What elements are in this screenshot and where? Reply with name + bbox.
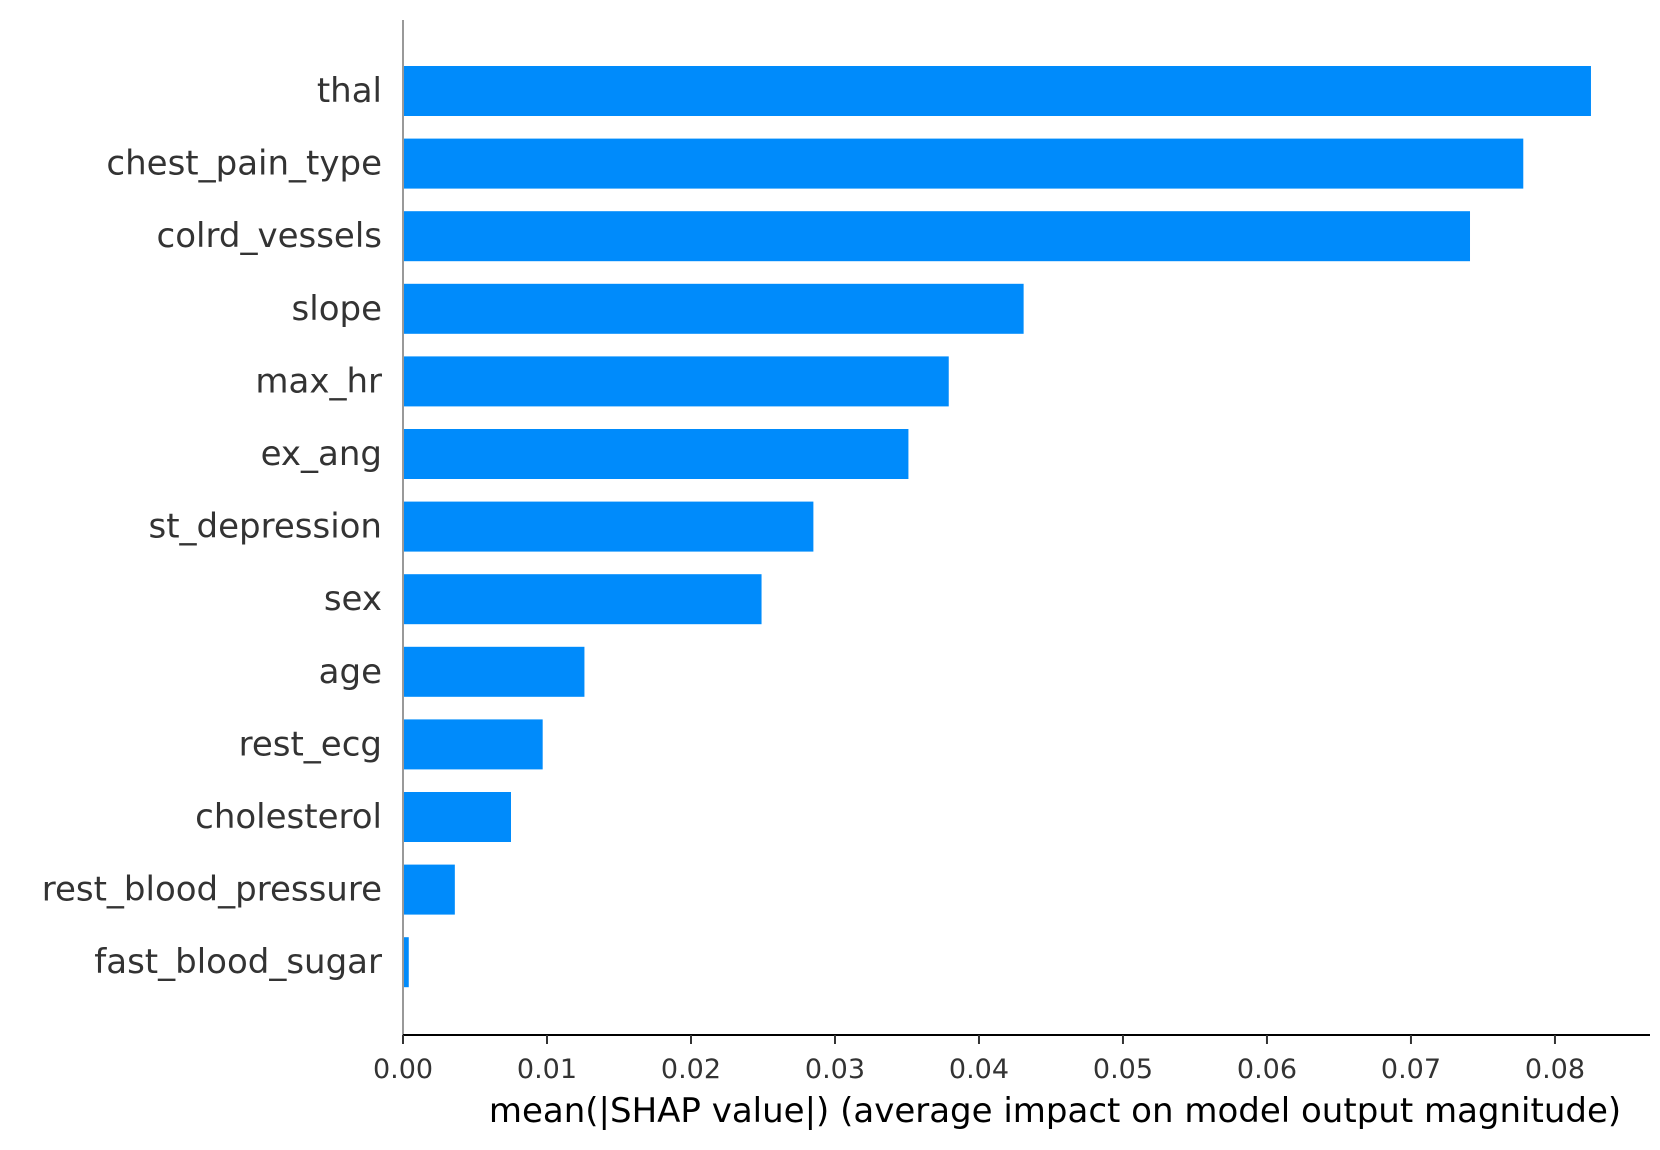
category-label-colrd-vessels: colrd_vessels xyxy=(157,216,382,256)
bar-rest-blood-pressure xyxy=(403,864,455,915)
bar-chest-pain-type xyxy=(403,138,1524,189)
x-tick-label: 0.04 xyxy=(949,1054,1009,1085)
x-axis-label: mean(|SHAP value|) (average impact on mo… xyxy=(489,1091,1621,1131)
category-label-thal: thal xyxy=(317,71,382,111)
x-tick-label: 0.08 xyxy=(1525,1054,1585,1085)
bar-rest-ecg xyxy=(403,719,543,770)
x-ticks: 0.00 0.01 0.02 0.03 0.04 0.05 0.06 0.07 0.08 xyxy=(373,1035,1585,1085)
bar-age xyxy=(403,646,585,697)
bar-cholesterol xyxy=(403,792,511,842)
x-tick-label: 0.00 xyxy=(373,1054,433,1085)
category-label-rest-blood-pressure: rest_blood_pressure xyxy=(42,870,382,910)
category-label-slope: slope xyxy=(292,289,382,329)
category-label-chest-pain-type: chest_pain_type xyxy=(106,144,382,184)
bar-max-hr xyxy=(403,356,949,407)
category-label-fast-blood-sugar: fast_blood_sugar xyxy=(94,942,382,982)
bar-fast-blood-sugar xyxy=(403,937,409,988)
bar-ex-ang xyxy=(403,429,909,479)
bars-layer xyxy=(403,66,1591,988)
x-tick-label: 0.03 xyxy=(805,1054,865,1085)
x-tick-label: 0.01 xyxy=(517,1054,577,1085)
category-label-sex: sex xyxy=(324,579,382,619)
bar-slope xyxy=(403,283,1024,334)
category-label-st-depression: st_depression xyxy=(148,507,382,547)
category-label-cholesterol: cholesterol xyxy=(195,797,382,837)
x-tick-label: 0.07 xyxy=(1381,1054,1441,1085)
x-tick-label: 0.02 xyxy=(661,1054,721,1085)
category-label-ex-ang: ex_ang xyxy=(261,434,382,474)
category-label-max-hr: max_hr xyxy=(255,361,382,401)
x-tick-label: 0.06 xyxy=(1237,1054,1297,1085)
x-tick-label: 0.05 xyxy=(1093,1054,1153,1085)
bar-thal xyxy=(403,66,1591,116)
bar-colrd-vessels xyxy=(403,211,1471,262)
category-label-rest-ecg: rest_ecg xyxy=(239,724,382,764)
category-label-age: age xyxy=(319,652,382,692)
bar-sex xyxy=(403,574,762,625)
bar-st-depression xyxy=(403,501,814,552)
